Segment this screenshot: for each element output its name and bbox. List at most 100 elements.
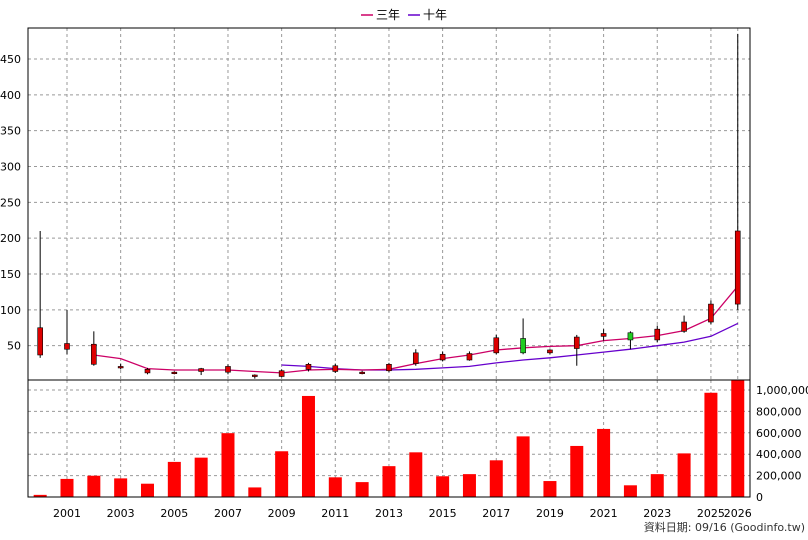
candle-body	[466, 353, 473, 361]
volume-bar	[87, 475, 101, 497]
source-note: 資料日期: 09/16 (Goodinfo.tw)	[644, 520, 805, 534]
candle	[252, 374, 258, 379]
candle-body	[171, 371, 178, 374]
candle	[520, 318, 526, 355]
candle-body	[439, 353, 446, 361]
volume-bar	[114, 478, 128, 497]
candle-body	[493, 337, 500, 354]
volume-tick-label: 1,000,000	[756, 384, 808, 397]
candle-body	[654, 328, 661, 341]
x-tick-label: 2019	[536, 507, 564, 520]
candle-body	[708, 303, 714, 323]
volume-bar	[436, 476, 450, 497]
volume-tick-label: 800,000	[756, 405, 802, 418]
candle	[708, 300, 714, 325]
candle-body	[734, 230, 741, 305]
volume-bar	[33, 494, 47, 497]
volume-bar	[221, 433, 235, 497]
candle-body	[547, 349, 553, 354]
x-tick-label: 2015	[429, 507, 457, 520]
volume-bar	[275, 451, 289, 497]
volume-bar	[409, 452, 423, 497]
candle	[573, 334, 580, 366]
candle	[144, 367, 151, 375]
volume-bar	[677, 453, 691, 497]
price-grid	[28, 28, 750, 380]
candle	[654, 325, 661, 343]
x-tick-label: 2025	[697, 507, 725, 520]
x-tick-label: 2003	[107, 507, 135, 520]
x-tick-label: 2023	[643, 507, 671, 520]
volume-bar	[650, 474, 664, 497]
volume-bar	[301, 395, 315, 497]
candle	[681, 315, 687, 333]
candle-body	[198, 368, 204, 372]
candle-body	[225, 366, 231, 373]
candle	[171, 371, 178, 375]
candle	[412, 349, 419, 366]
candle-body	[627, 332, 634, 341]
candle	[332, 363, 339, 373]
volume-bar	[355, 482, 369, 497]
x-axis-labels: 2001 2003 2005 2007 2009 2011 2013 2015 2017 2019…	[53, 507, 752, 520]
x-tick-label: 2011	[321, 507, 349, 520]
legend-three-year-label: 三年	[376, 8, 400, 22]
candle-body	[278, 370, 285, 377]
candle	[198, 367, 204, 376]
candle	[225, 364, 231, 375]
price-tick-label: 400	[0, 89, 21, 102]
candle	[493, 334, 500, 355]
candle	[37, 230, 43, 358]
price-tick-label: 450	[0, 53, 21, 66]
candle-body	[37, 327, 43, 356]
volume-bar	[731, 380, 745, 497]
x-tick-label: 2017	[482, 507, 510, 520]
x-tick-label: 2009	[268, 507, 296, 520]
volume-bar	[623, 485, 637, 497]
price-tick-label: 50	[7, 340, 21, 353]
volume-axis-labels: 0 200,000 400,000 600,000 800,000 1,000,000	[756, 384, 808, 504]
volume-tick-label: 600,000	[756, 427, 802, 440]
x-tick-label: 2013	[375, 507, 403, 520]
candle	[547, 349, 553, 355]
legend-ten-year-label: 十年	[423, 8, 447, 22]
x-tick-label: 2026	[724, 507, 752, 520]
x-tick-label: 2007	[214, 507, 242, 520]
volume-bar	[570, 445, 584, 497]
candle-body	[252, 374, 258, 377]
volume-plot-frame	[27, 379, 751, 498]
x-tick-label: 2021	[590, 507, 618, 520]
candle-body	[681, 321, 687, 332]
candle	[64, 309, 70, 355]
candle	[278, 369, 285, 378]
candle	[734, 33, 741, 310]
candle	[439, 351, 446, 362]
price-axis-labels: 50 100 150 200 250 300 350 400 450	[0, 53, 21, 353]
candle	[305, 362, 312, 372]
volume-bar	[543, 481, 557, 497]
volume-bars	[33, 380, 745, 497]
volume-bar	[248, 487, 262, 497]
ten-year-average-line	[281, 322, 739, 371]
candle-body	[332, 365, 339, 372]
price-tick-label: 100	[0, 304, 21, 317]
candle-body	[144, 369, 151, 374]
candle-body	[64, 343, 70, 350]
candle-body	[600, 333, 607, 337]
price-tick-label: 250	[0, 196, 21, 209]
candle	[600, 329, 607, 341]
volume-tick-label: 400,000	[756, 448, 802, 461]
volume-bar	[489, 460, 503, 497]
candle	[386, 362, 392, 373]
volume-bar	[516, 436, 530, 497]
price-tick-label: 350	[0, 125, 21, 138]
volume-bar	[194, 457, 208, 497]
candle-body	[359, 371, 365, 374]
candle-body	[117, 366, 124, 369]
volume-bar	[328, 477, 342, 497]
candlesticks	[37, 33, 741, 379]
candle-body	[91, 343, 97, 365]
candle	[117, 363, 124, 370]
price-tick-label: 300	[0, 160, 21, 173]
